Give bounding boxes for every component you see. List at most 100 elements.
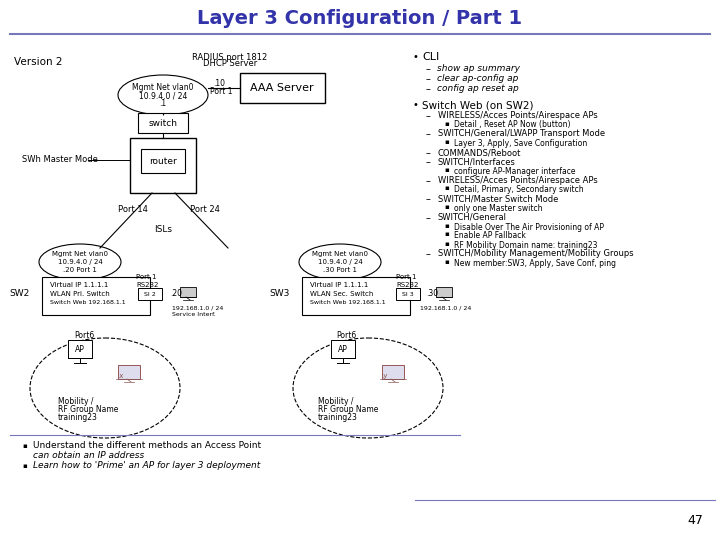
FancyBboxPatch shape xyxy=(118,365,140,379)
Text: 10.9.4.0 / 24: 10.9.4.0 / 24 xyxy=(139,91,187,100)
Text: ▪: ▪ xyxy=(444,232,449,238)
Text: 10.9.4.0 / 24: 10.9.4.0 / 24 xyxy=(318,259,362,265)
Text: WLAN Pri. Switch: WLAN Pri. Switch xyxy=(50,291,109,297)
Text: ▪: ▪ xyxy=(22,463,27,469)
Text: Port 14: Port 14 xyxy=(118,206,148,214)
Text: Mgmt Net vlan0: Mgmt Net vlan0 xyxy=(52,251,108,257)
Text: Understand the different methods an Access Point: Understand the different methods an Acce… xyxy=(33,442,261,450)
Text: Mgmt Net vlan0: Mgmt Net vlan0 xyxy=(132,84,194,92)
Text: •: • xyxy=(412,52,418,62)
Text: Layer 3 Configuration / Part 1: Layer 3 Configuration / Part 1 xyxy=(197,9,523,28)
FancyBboxPatch shape xyxy=(138,113,188,133)
Text: training23: training23 xyxy=(318,414,358,422)
Text: –: – xyxy=(426,158,431,167)
Text: Virtual IP 1.1.1.1: Virtual IP 1.1.1.1 xyxy=(50,282,109,288)
Text: switch: switch xyxy=(148,118,178,127)
Text: Service Interf.: Service Interf. xyxy=(172,313,216,318)
Text: 192.168.1.0 / 24: 192.168.1.0 / 24 xyxy=(420,306,472,310)
Text: ▪: ▪ xyxy=(444,259,449,265)
Text: SWITCH/Master Switch Mode: SWITCH/Master Switch Mode xyxy=(438,194,559,204)
Text: SWITCH/Interfaces: SWITCH/Interfaces xyxy=(438,158,516,166)
Text: New member:SW3, Apply, Save Conf, ping: New member:SW3, Apply, Save Conf, ping xyxy=(454,259,616,268)
FancyBboxPatch shape xyxy=(382,365,404,379)
Text: Port 24: Port 24 xyxy=(190,206,220,214)
Text: training23: training23 xyxy=(58,414,98,422)
FancyBboxPatch shape xyxy=(331,340,355,358)
Text: –: – xyxy=(426,130,431,139)
Text: SWITCH/General: SWITCH/General xyxy=(438,213,507,222)
Text: Port6: Port6 xyxy=(336,330,356,340)
Text: show ap summary: show ap summary xyxy=(437,64,520,73)
Text: –: – xyxy=(426,176,431,186)
Text: –: – xyxy=(426,74,431,84)
Text: can obtain an IP address: can obtain an IP address xyxy=(33,450,144,460)
Text: .y: .y xyxy=(381,373,387,379)
Text: CLI: CLI xyxy=(422,52,439,62)
Text: RF Group Name: RF Group Name xyxy=(58,406,118,415)
Text: Enable AP Fallback: Enable AP Fallback xyxy=(454,232,526,240)
Text: Version 2: Version 2 xyxy=(14,57,63,67)
Text: ▪: ▪ xyxy=(444,139,449,145)
FancyBboxPatch shape xyxy=(302,277,410,315)
Text: .1: .1 xyxy=(159,99,166,109)
Text: Mobility /: Mobility / xyxy=(58,397,94,407)
Text: 47: 47 xyxy=(687,514,703,526)
FancyBboxPatch shape xyxy=(240,73,325,103)
Text: .10: .10 xyxy=(213,79,225,89)
Text: ▪: ▪ xyxy=(444,240,449,246)
FancyBboxPatch shape xyxy=(130,138,196,193)
Text: •: • xyxy=(412,100,418,110)
Text: Port 1: Port 1 xyxy=(136,274,156,280)
Text: –: – xyxy=(426,148,431,158)
Text: Layer 3, Apply, Save Configuration: Layer 3, Apply, Save Configuration xyxy=(454,139,588,148)
Text: clear ap-config ap: clear ap-config ap xyxy=(437,74,518,83)
Text: ▪: ▪ xyxy=(444,167,449,173)
FancyBboxPatch shape xyxy=(396,288,420,300)
Text: SWITCH/Mobility Management/Mobility Groups: SWITCH/Mobility Management/Mobility Grou… xyxy=(438,249,634,259)
Text: .30: .30 xyxy=(426,289,438,299)
Text: RS232: RS232 xyxy=(136,282,158,288)
Text: config ap reset ap: config ap reset ap xyxy=(437,84,518,93)
FancyBboxPatch shape xyxy=(68,340,92,358)
Text: RADIUS port 1812: RADIUS port 1812 xyxy=(192,52,268,62)
Text: RF Group Name: RF Group Name xyxy=(318,406,379,415)
Text: WIRELESS/Acces Points/Airespace APs: WIRELESS/Acces Points/Airespace APs xyxy=(438,111,598,120)
Text: Switch Web 192.168.1.1: Switch Web 192.168.1.1 xyxy=(50,300,125,306)
Text: –: – xyxy=(426,249,431,260)
Text: AAA Server: AAA Server xyxy=(250,83,314,93)
Text: .30 Port 1: .30 Port 1 xyxy=(323,267,357,273)
Text: Port6: Port6 xyxy=(74,330,94,340)
Text: –: – xyxy=(426,213,431,223)
Text: Switch Web 192.168.1.1: Switch Web 192.168.1.1 xyxy=(310,300,386,306)
Text: ▪: ▪ xyxy=(444,204,449,210)
Text: ▪: ▪ xyxy=(444,222,449,228)
Text: Virtual IP 1.1.1.1: Virtual IP 1.1.1.1 xyxy=(310,282,369,288)
Text: ▪: ▪ xyxy=(444,186,449,192)
FancyBboxPatch shape xyxy=(138,288,162,300)
Text: RF Mobility Domain name: training23: RF Mobility Domain name: training23 xyxy=(454,240,598,249)
FancyBboxPatch shape xyxy=(180,287,196,297)
Text: RS232: RS232 xyxy=(396,282,418,288)
Text: WIRELESS/Acces Points/Airespace APs: WIRELESS/Acces Points/Airespace APs xyxy=(438,176,598,185)
Text: Mgmt Net vlan0: Mgmt Net vlan0 xyxy=(312,251,368,257)
Text: Learn how to 'Prime' an AP for layer 3 deployment: Learn how to 'Prime' an AP for layer 3 d… xyxy=(33,462,260,470)
Text: 192.168.1.0 / 24: 192.168.1.0 / 24 xyxy=(172,306,223,310)
Text: 10.9.4.0 / 24: 10.9.4.0 / 24 xyxy=(58,259,102,265)
FancyBboxPatch shape xyxy=(141,149,185,173)
Text: configure AP-Manager interface: configure AP-Manager interface xyxy=(454,167,575,176)
Text: .20 Port 1: .20 Port 1 xyxy=(63,267,97,273)
Text: ▪: ▪ xyxy=(444,120,449,126)
Text: –: – xyxy=(426,194,431,205)
Text: SI 3: SI 3 xyxy=(402,292,414,296)
Text: .x: .x xyxy=(117,373,123,379)
Text: ▪: ▪ xyxy=(22,443,27,449)
Text: –: – xyxy=(426,84,431,94)
Text: Disable Over The Air Provisioning of AP: Disable Over The Air Provisioning of AP xyxy=(454,222,604,232)
Text: Switch Web (on SW2): Switch Web (on SW2) xyxy=(422,100,534,110)
Text: SWITCH/General/LWAPP Transport Mode: SWITCH/General/LWAPP Transport Mode xyxy=(438,130,605,138)
Text: SW3: SW3 xyxy=(269,288,290,298)
Text: Port 1: Port 1 xyxy=(396,274,416,280)
Text: Mobility /: Mobility / xyxy=(318,397,354,407)
Text: DHCP Server: DHCP Server xyxy=(203,59,257,69)
Text: AP: AP xyxy=(338,345,348,354)
